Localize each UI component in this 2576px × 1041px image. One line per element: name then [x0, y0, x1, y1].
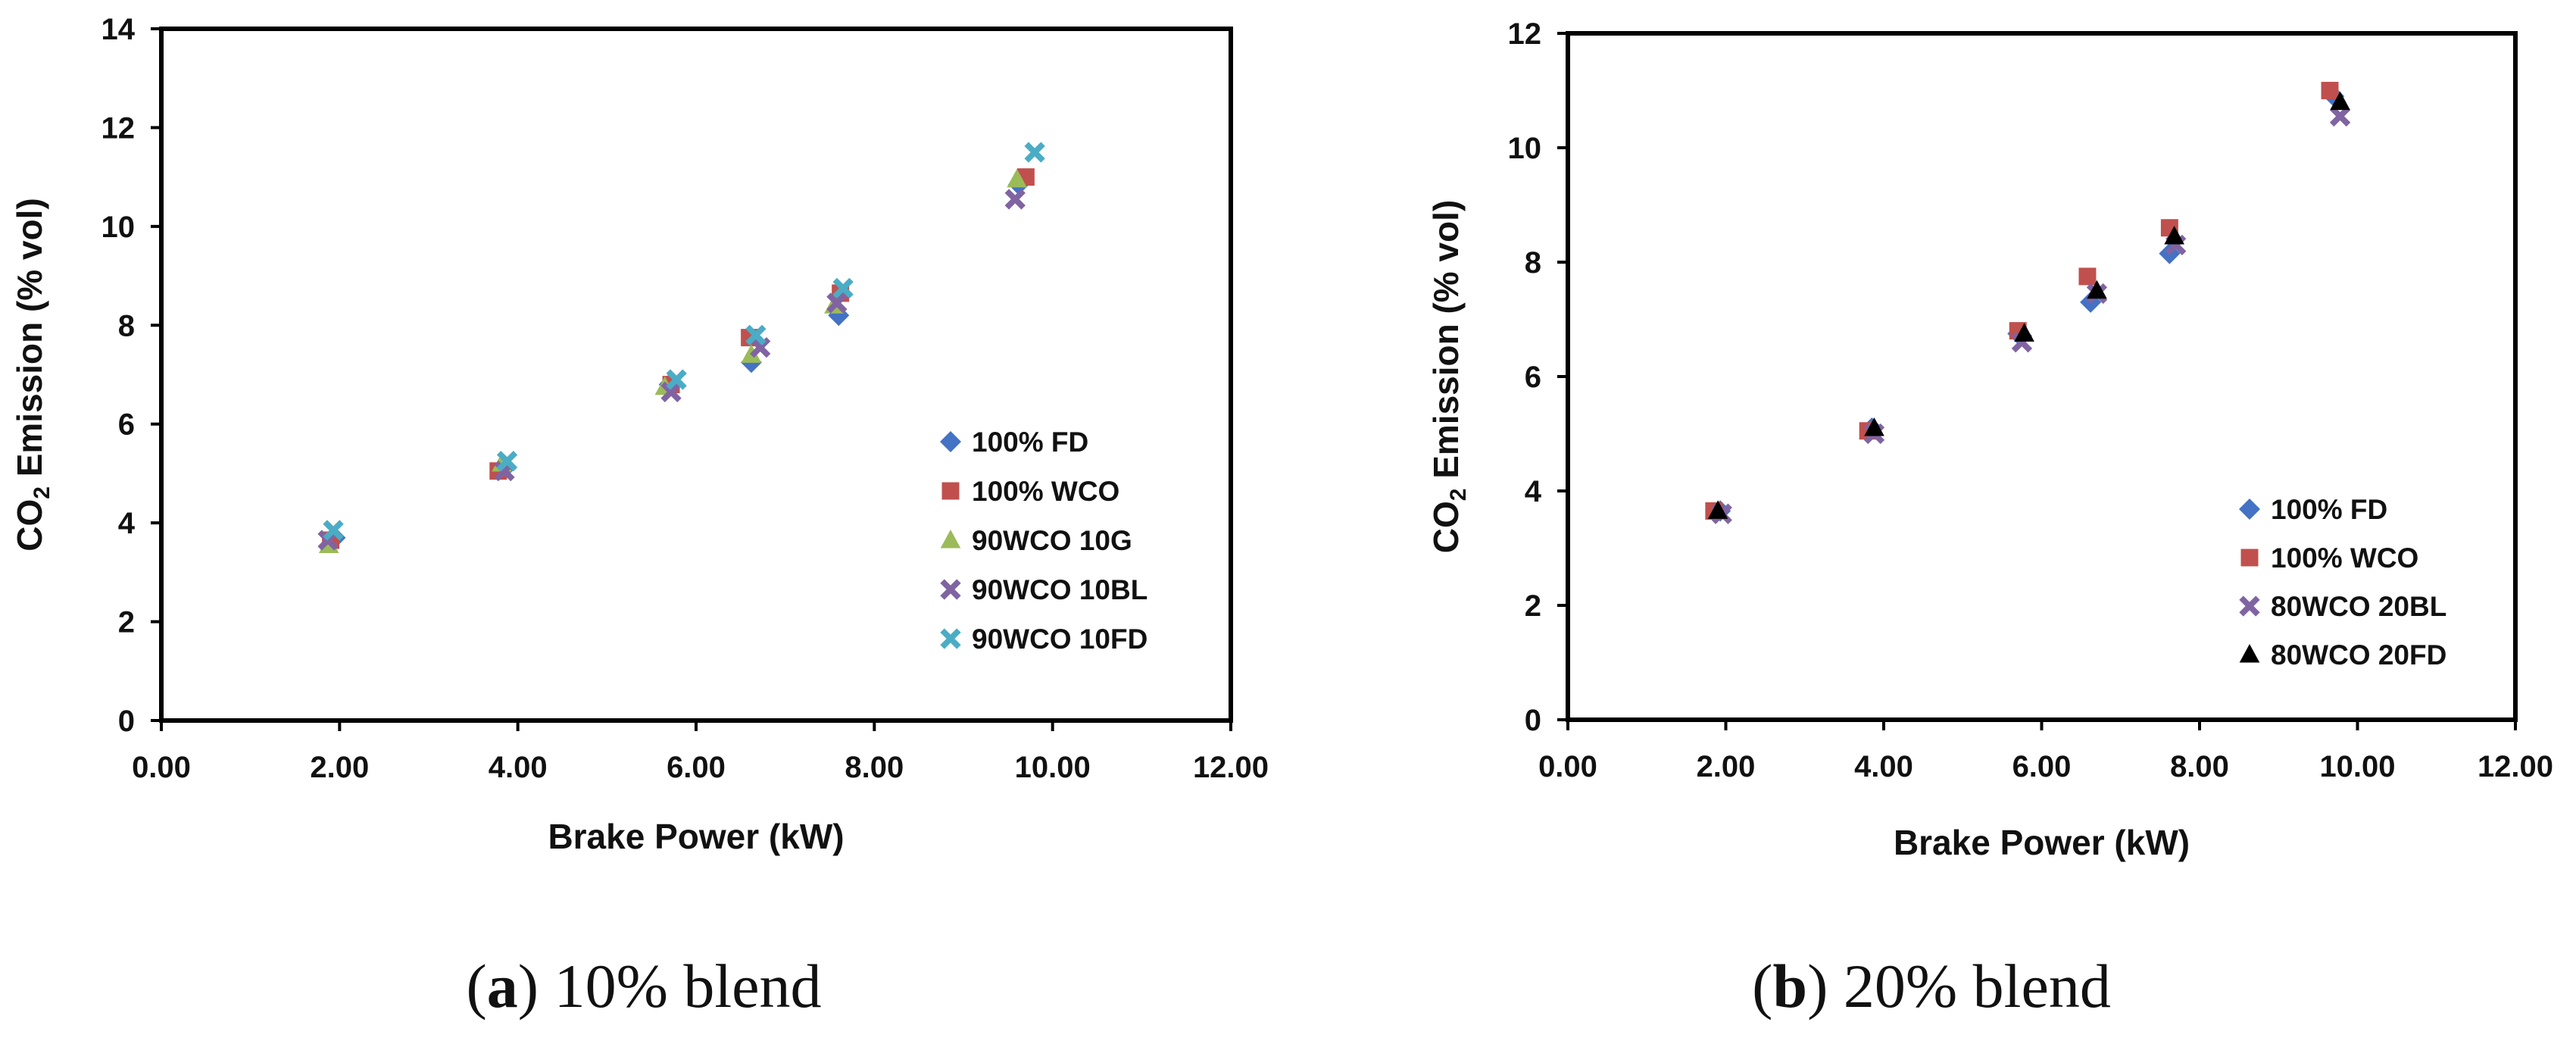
legend-marker	[2239, 596, 2260, 617]
legend-marker	[940, 431, 961, 452]
caption-a-label: a	[486, 952, 518, 1021]
x-axis-title: Brake Power (kW)	[548, 817, 844, 856]
x-tick-label: 0.00	[1538, 750, 1597, 783]
data-point	[2078, 267, 2097, 286]
series-a-4	[323, 142, 1045, 541]
y-tick-label: 14	[101, 13, 136, 46]
data-point	[750, 336, 771, 358]
y-tick-label: 10	[101, 211, 136, 244]
y-axis-title: CO2 Emission (% vol)	[1426, 200, 1471, 554]
x-tick-label: 2.00	[1697, 750, 1756, 783]
x-tick-label: 2.00	[310, 751, 369, 784]
data-point	[660, 381, 682, 402]
x-tick-label: 10.00	[2319, 750, 2395, 783]
data-point	[1707, 500, 1728, 519]
x-tick-label: 4.00	[1854, 750, 1913, 783]
scatter-chart-b: 0.00 2.00 4.00 6.00 8.00 10.00 12.00 0 2 4 6 8 10 12 B…	[1426, 17, 2553, 862]
data-point	[1007, 168, 1027, 188]
chart-panel-b: 0.00 2.00 4.00 6.00 8.00 10.00 12.00 0 2 4 6 8 10 12 B…	[1288, 0, 2575, 1041]
y-tick-label: 12	[101, 111, 136, 145]
data-point	[2329, 105, 2351, 127]
x-tick-label: 10.00	[1015, 751, 1091, 784]
y-tick-label: 10	[1508, 132, 1542, 165]
x-tick-label: 4.00	[489, 751, 548, 784]
x-tick-label: 8.00	[2170, 750, 2229, 783]
y-tick-label: 2	[1525, 589, 1541, 623]
caption-a-text: 10% blend	[539, 952, 822, 1021]
data-point	[2330, 91, 2350, 111]
data-point	[1864, 417, 1884, 436]
data-point	[323, 520, 344, 541]
data-point	[1004, 189, 1026, 210]
y-tick-label: 8	[118, 309, 135, 342]
y-tick-label: 4	[118, 507, 136, 540]
data-point	[1024, 142, 1045, 163]
legend-marker	[940, 530, 961, 549]
x-axis-title: Brake Power (kW)	[1894, 823, 2190, 862]
y-tick-label: 12	[1508, 17, 1542, 51]
legend-label: 100% FD	[2271, 494, 2387, 525]
legend-label: 90WCO 10FD	[972, 624, 1147, 655]
data-point	[496, 450, 518, 472]
caption-b-text: 20% blend	[1828, 952, 2111, 1021]
legend-marker	[941, 482, 960, 500]
data-point	[745, 324, 767, 345]
legend-label: 100% WCO	[2271, 542, 2418, 574]
y-tick-label: 8	[1525, 246, 1541, 280]
legend-label: 100% WCO	[972, 476, 1119, 507]
series-a-3	[317, 189, 1026, 551]
chart-panel-a: 0.00 2.00 4.00 6.00 8.00 10.00 12.00 0 2 4 6 8 10 12 1…	[10, 13, 1269, 1021]
legend-marker	[940, 579, 961, 600]
x-tick-label: 12.00	[1193, 751, 1269, 784]
x-tick-label: 12.00	[2478, 750, 2553, 783]
data-point	[666, 369, 687, 390]
y-axis-title: CO2 Emission (% vol)	[10, 198, 55, 552]
caption-a: (a) 10% blend	[466, 952, 822, 1021]
y-tick-label: 4	[1525, 475, 1542, 508]
x-tick-label: 6.00	[667, 751, 726, 784]
data-point	[2014, 323, 2034, 342]
y-tick-label: 6	[1525, 361, 1541, 394]
legend-marker	[2239, 644, 2260, 663]
legend-label: 80WCO 20BL	[2271, 591, 2446, 622]
data-point	[2321, 82, 2339, 99]
y-tick-label: 0	[118, 705, 135, 738]
y-tick-label: 0	[1525, 704, 1541, 737]
legend-marker	[2239, 499, 2260, 520]
x-tick-label: 8.00	[845, 751, 904, 784]
scatter-chart-a: 0.00 2.00 4.00 6.00 8.00 10.00 12.00 0 2 4 6 8 10 12 1…	[10, 13, 1269, 856]
legend-marker	[940, 628, 961, 649]
legend-label: 90WCO 10BL	[972, 574, 1147, 605]
series-b-3	[1707, 91, 2350, 519]
legend-label: 80WCO 20FD	[2271, 639, 2446, 671]
plot-area-a	[159, 27, 1233, 723]
y-tick-label: 6	[118, 408, 135, 442]
data-point	[832, 277, 854, 299]
data-point	[2164, 226, 2184, 245]
caption-b-label: b	[1772, 952, 1808, 1021]
legend-marker	[2240, 549, 2259, 567]
legend-label: 100% FD	[972, 427, 1088, 458]
legend-label: 90WCO 10G	[972, 525, 1132, 556]
caption-b: (b) 20% blend	[1752, 952, 2111, 1021]
x-tick-label: 6.00	[2012, 750, 2072, 783]
data-point	[317, 530, 339, 551]
y-tick-label: 2	[118, 606, 135, 639]
x-tick-label: 0.00	[132, 751, 191, 784]
plot-area-b	[1566, 31, 2518, 722]
data-point	[2087, 280, 2107, 299]
data-point	[826, 292, 848, 314]
